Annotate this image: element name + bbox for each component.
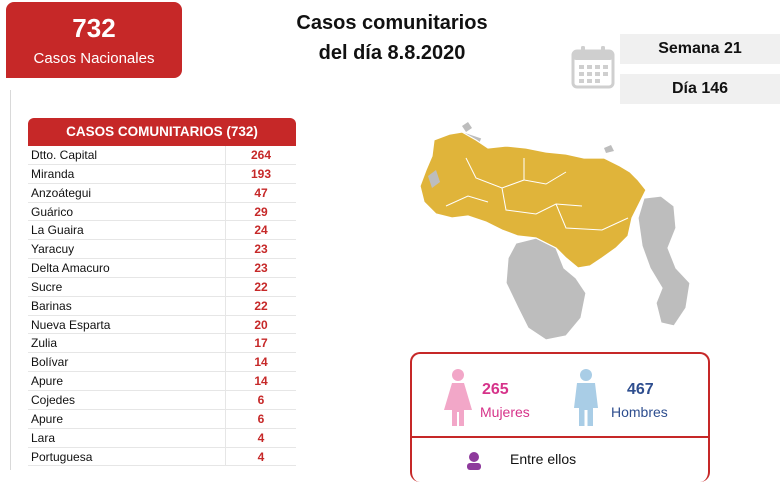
state-count: 6	[257, 392, 265, 407]
man-icon	[574, 369, 598, 426]
column-separator	[225, 447, 226, 466]
state-name: Guárico	[31, 204, 74, 219]
woman-icon	[444, 369, 472, 426]
column-separator	[225, 315, 226, 334]
state-count: 4	[257, 430, 265, 445]
table-row: Delta Amacuro 23	[28, 259, 296, 278]
state-name: Delta Amacuro	[31, 261, 110, 276]
column-separator	[225, 259, 226, 277]
state-name: Sucre	[31, 279, 63, 294]
table-row: Bolívar 14	[28, 353, 296, 373]
men-label: Hombres	[611, 404, 668, 420]
column-separator	[225, 146, 226, 164]
gender-box	[410, 352, 710, 482]
column-separator	[225, 221, 226, 240]
state-name: La Guaira	[31, 223, 84, 238]
men-count: 467	[627, 381, 654, 398]
state-count: 4	[257, 449, 265, 464]
map-region-affected	[419, 131, 647, 269]
state-name: Anzoátegui	[31, 185, 92, 200]
state-name: Portuguesa	[31, 449, 93, 464]
state-count: 264	[250, 148, 272, 162]
title-line-1: Casos comunitarios	[296, 12, 488, 34]
column-separator	[225, 428, 226, 447]
state-name: Yaracuy	[31, 242, 75, 257]
women-label: Mujeres	[480, 404, 530, 420]
state-name: Apure	[31, 374, 64, 389]
state-count: 14	[254, 374, 268, 389]
table-row: Cojedes 6	[28, 390, 296, 410]
column-separator	[225, 334, 226, 353]
table-row: Yaracuy 23	[28, 240, 296, 260]
state-name: Dtto. Capital	[31, 148, 98, 162]
left-rule	[10, 90, 11, 470]
state-count: 6	[257, 411, 265, 426]
map-borders	[445, 157, 629, 231]
week-box: Semana 21	[620, 34, 780, 64]
map-region-lake	[428, 170, 440, 188]
map-region-amazonas	[505, 237, 587, 341]
state-name: Barinas	[31, 298, 72, 313]
day-box: Día 146	[620, 74, 780, 104]
venezuela-map	[419, 122, 691, 341]
table-row: Lara 4	[28, 428, 296, 448]
table-header: CASOS COMUNITARIOS (732)	[28, 118, 296, 146]
state-name: Apure	[31, 411, 64, 426]
women-count: 265	[482, 381, 509, 398]
state-count: 23	[254, 261, 268, 276]
table-row: Dtto. Capital 264	[28, 146, 296, 165]
state-name: Lara	[31, 430, 56, 445]
table-row: Barinas 22	[28, 296, 296, 316]
state-count: 193	[250, 166, 272, 181]
column-separator	[225, 409, 226, 428]
column-separator	[225, 277, 226, 296]
table-rows: Dtto. Capital 264 Miranda 193 Anzoátegui 47 Gu…	[28, 146, 296, 467]
state-count: 14	[254, 355, 268, 370]
table-row: Apure 14	[28, 372, 296, 391]
national-cases-label: Casos Nacionales	[33, 50, 155, 67]
cases-table: CASOS COMUNITARIOS (732) Dtto. Capital 26…	[28, 118, 296, 467]
state-count: 20	[254, 317, 268, 332]
national-cases-card: 732 Casos Nacionales	[6, 2, 182, 78]
state-name: Bolívar	[31, 355, 69, 370]
table-row: Sucre 22	[28, 277, 296, 297]
calendar-icon	[571, 46, 615, 89]
among-label: Entre ellos	[510, 451, 577, 467]
page-title: Casos comunitarios del día 8.8.2020	[232, 8, 552, 68]
column-separator	[225, 183, 226, 202]
state-name: Zulia	[31, 336, 58, 351]
map-region-peninsula-grey	[462, 122, 472, 132]
table-row: La Guaira 24	[28, 221, 296, 241]
state-name: Nueva Esparta	[31, 317, 111, 332]
map-region-east-grey	[637, 195, 691, 327]
state-count: 24	[254, 223, 268, 238]
column-separator	[225, 390, 226, 409]
table-row: Nueva Esparta 20	[28, 315, 296, 335]
child-icon	[467, 452, 481, 470]
table-row: Miranda 193	[28, 164, 296, 184]
table-row: Portuguesa 4	[28, 447, 296, 467]
column-separator	[225, 202, 226, 221]
national-cases-count: 732	[72, 13, 116, 43]
column-separator	[225, 372, 226, 390]
gender-divider	[410, 436, 710, 438]
table-row: Anzoátegui 47	[28, 183, 296, 203]
state-count: 22	[254, 298, 268, 313]
state-count: 22	[254, 279, 268, 294]
state-name: Miranda	[31, 166, 75, 181]
table-row: Apure 6	[28, 409, 296, 429]
table-row: Guárico 29	[28, 202, 296, 222]
state-count: 23	[254, 242, 268, 257]
table-row: Zulia 17	[28, 334, 296, 354]
state-name: Cojedes	[31, 392, 76, 407]
state-count: 47	[254, 185, 268, 200]
state-count: 17	[254, 336, 268, 351]
column-separator	[225, 164, 226, 183]
title-line-2: del día 8.8.2020	[318, 42, 466, 64]
map-region-nueva-esparta-grey	[604, 145, 614, 153]
column-separator	[225, 353, 226, 372]
state-count: 29	[254, 204, 268, 219]
column-separator	[225, 296, 226, 315]
column-separator	[225, 240, 226, 259]
